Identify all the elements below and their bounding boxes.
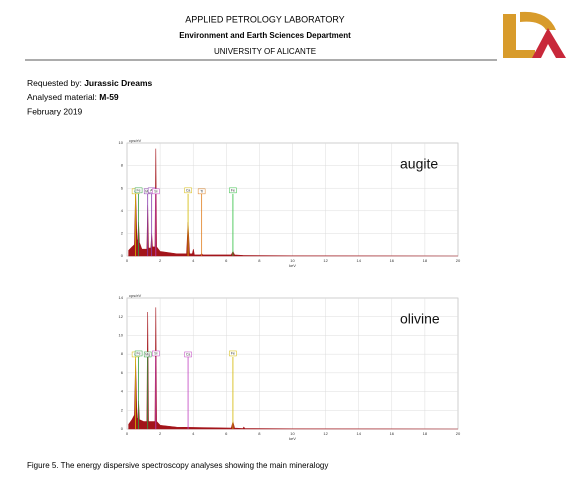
y-tick-label: 8 [121, 163, 124, 168]
date: February 2019 [27, 106, 83, 116]
peak-label-box [184, 351, 192, 358]
peak-label: Si [154, 351, 157, 355]
peak-label: Ca [186, 188, 191, 192]
requested-label: Requested by: [27, 78, 82, 88]
y-tick-label: 0 [121, 426, 124, 431]
y-tick-label: 2 [121, 407, 124, 412]
peak-label-box [184, 187, 192, 194]
x-axis-label: keV [289, 436, 296, 441]
material-value: M-59 [99, 92, 119, 102]
university: UNIVERSITY OF ALICANTE [214, 47, 316, 56]
y-tick-label: 6 [121, 185, 124, 190]
material-label: Analysed material: [27, 92, 97, 102]
peak-label-box [197, 188, 206, 195]
y-tick-label: 8 [121, 351, 124, 356]
info-line: Requested by: Jurassic Dreams [27, 78, 153, 88]
x-tick-label: 10 [290, 431, 295, 436]
x-tick-label: 14 [356, 431, 361, 436]
peak-label: Ca [186, 352, 191, 356]
y-tick-label: 4 [121, 208, 124, 213]
peak-label-box [143, 351, 152, 358]
y-axis-label: cps/eV [129, 138, 142, 143]
y-tick-label: 0 [121, 253, 124, 258]
x-tick-label: 20 [456, 431, 461, 436]
x-tick-label: 6 [225, 431, 228, 436]
peak-label-box [134, 187, 143, 194]
x-tick-label: 0 [126, 431, 129, 436]
x-tick-label: 12 [323, 258, 328, 263]
peak-label-box [152, 188, 160, 195]
x-tick-label: 0 [126, 258, 129, 263]
peak-label: Al [150, 188, 153, 192]
peak-label: Fe [137, 188, 141, 192]
peak-label: Ti [200, 189, 203, 193]
info-line: Analysed material: M-59 [27, 92, 119, 102]
y-tick-label: 12 [119, 314, 124, 319]
chart-title: olivine [400, 311, 440, 327]
x-tick-label: 20 [456, 258, 461, 263]
x-tick-label: 12 [323, 431, 328, 436]
y-axis-label: cps/eV [129, 293, 142, 298]
x-tick-label: 8 [258, 258, 261, 263]
y-tick-label: 4 [121, 389, 124, 394]
x-tick-label: 2 [159, 431, 162, 436]
department: Environment and Earth Sciences Departmen… [179, 31, 351, 40]
y-tick-label: 6 [121, 370, 124, 375]
spectrum [128, 307, 459, 430]
y-tick-label: 2 [121, 230, 124, 235]
lab-title: APPLIED PETROLOGY LABORATORY [185, 14, 344, 24]
x-tick-label: 4 [192, 258, 195, 263]
peak-label: Fe [137, 351, 141, 355]
peak-label-box [134, 350, 143, 357]
peak-label-box [229, 350, 237, 357]
x-tick-label: 4 [192, 431, 195, 436]
logo [503, 11, 566, 58]
chart-title: augite [400, 156, 438, 172]
y-tick-label: 10 [119, 140, 124, 145]
x-axis-label: keV [289, 263, 296, 268]
x-tick-label: 8 [258, 431, 261, 436]
peak-label-box [152, 350, 160, 357]
requested-value: Jurassic Dreams [84, 78, 152, 88]
x-tick-label: 16 [390, 431, 395, 436]
peak-label-box [229, 187, 237, 194]
peak-label: Fe [231, 188, 235, 192]
x-tick-label: 14 [356, 258, 361, 263]
x-tick-label: 6 [225, 258, 228, 263]
x-tick-label: 18 [423, 258, 428, 263]
caption: Figure 5. The energy dispersive spectros… [27, 461, 328, 470]
x-tick-label: 16 [390, 258, 395, 263]
peak-label: Mg [145, 352, 150, 356]
peak-label: Fe [231, 351, 235, 355]
y-tick-label: 10 [119, 332, 124, 337]
peak-label: Mg [145, 189, 150, 193]
x-tick-label: 18 [423, 431, 428, 436]
peak-label: Si [154, 189, 157, 193]
y-tick-label: 14 [119, 295, 124, 300]
x-tick-label: 10 [290, 258, 295, 263]
x-tick-label: 2 [159, 258, 162, 263]
